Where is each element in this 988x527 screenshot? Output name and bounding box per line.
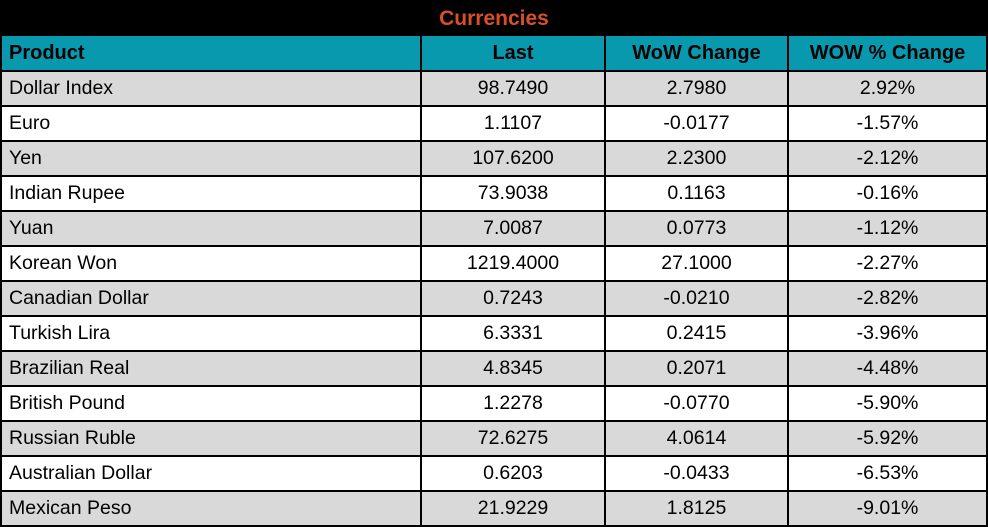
product-cell: Brazilian Real xyxy=(2,352,422,385)
last-cell: 98.7490 xyxy=(422,72,606,105)
table-row: Russian Ruble 72.6275 4.0614 -5.92% xyxy=(2,422,986,457)
table-row: Yen 107.6200 2.2300 -2.12% xyxy=(2,142,986,177)
product-cell: Yuan xyxy=(2,212,422,245)
last-cell: 21.9229 xyxy=(422,492,606,525)
column-header-product: Product xyxy=(2,36,422,70)
wow-pct-change-cell: -2.12% xyxy=(856,147,919,169)
table-title: Currencies xyxy=(439,7,549,30)
last-cell: 6.3331 xyxy=(422,317,606,350)
last-cell: 73.9038 xyxy=(422,177,606,210)
last-cell: 7.0087 xyxy=(422,212,606,245)
wow-change-cell: 2.7980 xyxy=(606,72,789,105)
product-cell: Mexican Peso xyxy=(2,492,422,525)
table-row: Euro 1.1107 -0.0177 -1.57% xyxy=(2,107,986,142)
product-cell: Turkish Lira xyxy=(2,317,422,350)
wow-change-cell: -0.0433 xyxy=(606,457,789,490)
wow-pct-change-cell: -3.96% xyxy=(856,322,919,344)
product-cell: Korean Won xyxy=(2,247,422,280)
product-cell: Dollar Index xyxy=(2,72,422,105)
last-cell: 1.2278 xyxy=(422,387,606,420)
wow-change-cell: 0.0773 xyxy=(606,212,789,245)
wow-pct-change-cell: -2.82% xyxy=(856,287,919,309)
wow-change-cell: 0.2071 xyxy=(606,352,789,385)
last-cell: 0.6203 xyxy=(422,457,606,490)
product-cell: Canadian Dollar xyxy=(2,282,422,315)
wow-pct-change-cell: -2.27% xyxy=(856,252,919,274)
wow-change-cell: -0.0177 xyxy=(606,107,789,140)
table-title-bar: Currencies xyxy=(2,2,986,36)
column-header-wow-pct-change: WOW % Change xyxy=(809,41,966,64)
header-row: Product Last WoW Change WOW % Change xyxy=(2,36,986,72)
wow-pct-change-cell: -4.48% xyxy=(856,357,919,379)
table-row: Korean Won 1219.4000 27.1000 -2.27% xyxy=(2,247,986,282)
table-row: Turkish Lira 6.3331 0.2415 -3.96% xyxy=(2,317,986,352)
last-cell: 0.7243 xyxy=(422,282,606,315)
table-row: Brazilian Real 4.8345 0.2071 -4.48% xyxy=(2,352,986,387)
wow-change-cell: 2.2300 xyxy=(606,142,789,175)
wow-change-cell: 1.8125 xyxy=(606,492,789,525)
wow-change-cell: -0.0770 xyxy=(606,387,789,420)
last-cell: 1219.4000 xyxy=(422,247,606,280)
wow-change-cell: 4.0614 xyxy=(606,422,789,455)
product-cell: Australian Dollar xyxy=(2,457,422,490)
last-cell: 1.1107 xyxy=(422,107,606,140)
wow-change-cell: 27.1000 xyxy=(606,247,789,280)
wow-pct-change-cell: -1.57% xyxy=(856,112,919,134)
wow-pct-change-cell: -9.01% xyxy=(856,497,919,519)
wow-change-cell: 0.1163 xyxy=(606,177,789,210)
table-row: British Pound 1.2278 -0.0770 -5.90% xyxy=(2,387,986,422)
table-row: Yuan 7.0087 0.0773 -1.12% xyxy=(2,212,986,247)
wow-pct-change-cell: 2.92% xyxy=(859,77,916,99)
table-row: Australian Dollar 0.6203 -0.0433 -6.53% xyxy=(2,457,986,492)
table-row: Dollar Index 98.7490 2.7980 2.92% xyxy=(2,72,986,107)
wow-change-cell: -0.0210 xyxy=(606,282,789,315)
column-header-wow-change: WoW Change xyxy=(606,36,789,70)
product-cell: Russian Ruble xyxy=(2,422,422,455)
wow-pct-change-cell: -5.92% xyxy=(856,427,919,449)
table-row: Indian Rupee 73.9038 0.1163 -0.16% xyxy=(2,177,986,212)
wow-pct-change-cell: -6.53% xyxy=(856,462,919,484)
table-row: Mexican Peso 21.9229 1.8125 -9.01% xyxy=(2,492,986,525)
last-cell: 107.6200 xyxy=(422,142,606,175)
wow-pct-change-cell: -5.90% xyxy=(856,392,919,414)
wow-pct-change-cell: -0.16% xyxy=(856,182,919,204)
last-cell: 4.8345 xyxy=(422,352,606,385)
product-cell: Euro xyxy=(2,107,422,140)
last-cell: 72.6275 xyxy=(422,422,606,455)
product-cell: Indian Rupee xyxy=(2,177,422,210)
wow-change-cell: 0.2415 xyxy=(606,317,789,350)
table-row: Canadian Dollar 0.7243 -0.0210 -2.82% xyxy=(2,282,986,317)
product-cell: Yen xyxy=(2,142,422,175)
column-header-last: Last xyxy=(422,36,606,70)
product-cell: British Pound xyxy=(2,387,422,420)
wow-pct-change-cell: -1.12% xyxy=(856,217,919,239)
table-body: Dollar Index 98.7490 2.7980 2.92% Euro 1… xyxy=(2,72,986,525)
